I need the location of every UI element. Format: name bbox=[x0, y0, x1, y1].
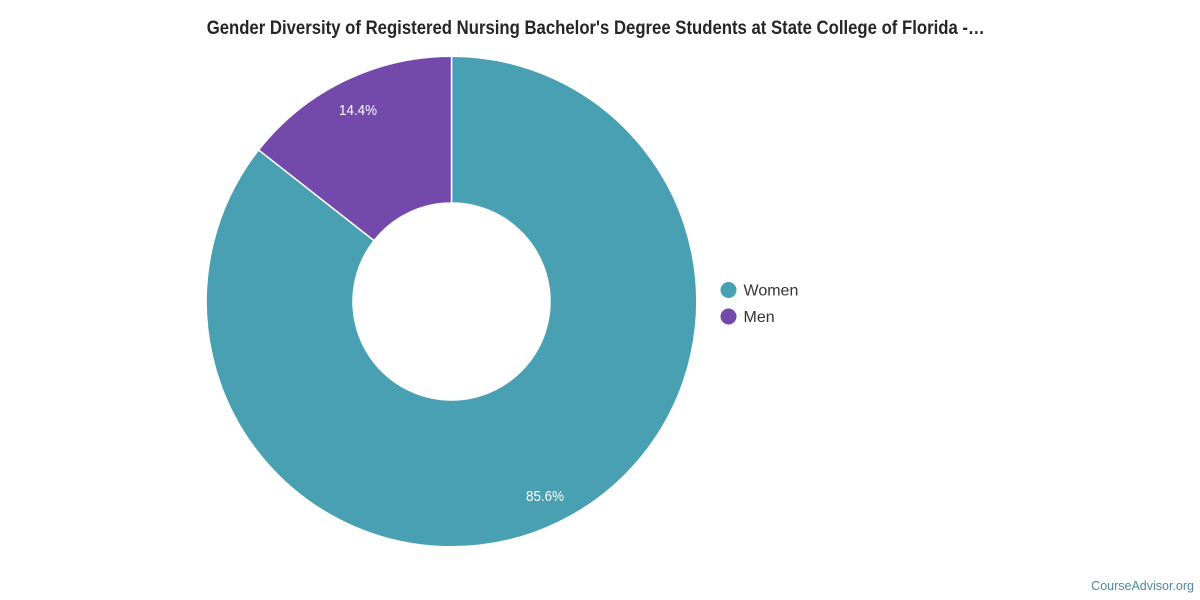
svg-text:Gender Diversity of Registered: Gender Diversity of Registered Nursing B… bbox=[207, 18, 985, 39]
svg-text:CourseAdvisor.org: CourseAdvisor.org bbox=[1091, 579, 1194, 593]
svg-text:Men: Men bbox=[744, 309, 775, 326]
svg-text:Women: Women bbox=[744, 283, 799, 300]
svg-text:85.6%: 85.6% bbox=[526, 488, 564, 505]
svg-text:14.4%: 14.4% bbox=[339, 102, 377, 119]
